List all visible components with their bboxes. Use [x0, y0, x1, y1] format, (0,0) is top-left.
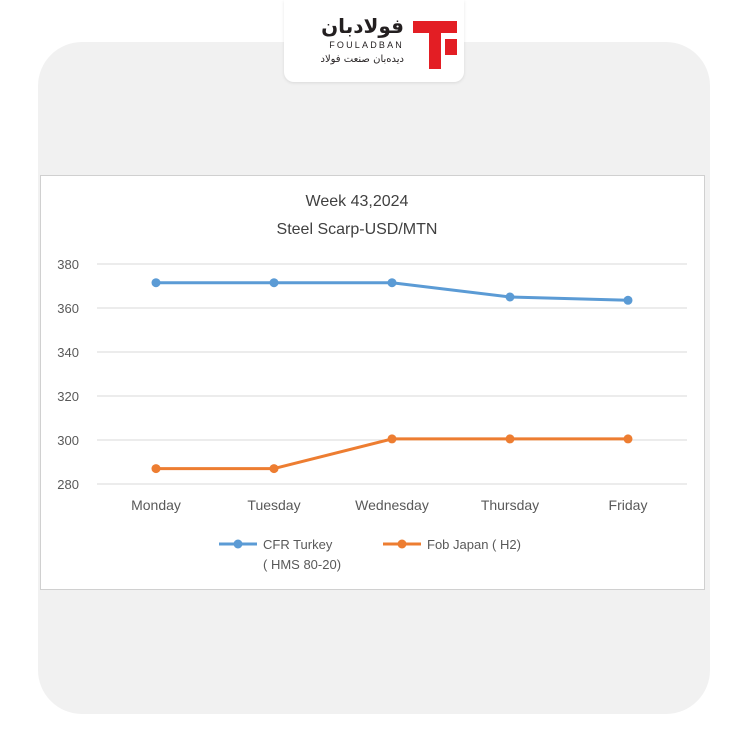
logo-name-en: FOULADBAN	[329, 40, 404, 50]
y-tick-label: 320	[57, 389, 79, 404]
y-tick-label: 380	[57, 257, 79, 272]
data-point	[151, 464, 161, 474]
logo-name-fa: فولادبان	[321, 14, 404, 38]
fouladban-logo-mark	[413, 21, 457, 69]
legend-label: CFR Turkey	[263, 537, 333, 552]
fouladban-logo[interactable]: فولادبان FOULADBAN دیده‌بان صنعت فولاد	[284, 0, 464, 82]
data-point	[505, 292, 515, 302]
legend-swatch-marker	[397, 539, 407, 549]
legend-label-line2: ( HMS 80-20)	[263, 557, 341, 572]
x-tick-label: Monday	[131, 497, 181, 513]
chart-panel: Week 43,2024 Steel Scarp-USD/MTN 280 300 3…	[40, 175, 705, 590]
logo-tagline: دیده‌بان صنعت فولاد	[320, 54, 404, 65]
data-point	[623, 295, 633, 305]
y-tick-label: 360	[57, 301, 79, 316]
y-tick-label: 300	[57, 433, 79, 448]
data-point	[505, 434, 515, 444]
x-tick-label: Thursday	[481, 497, 539, 513]
data-point	[269, 278, 279, 288]
legend-swatch-marker	[233, 539, 243, 549]
line-chart: Week 43,2024 Steel Scarp-USD/MTN 280 300 3…	[57, 193, 687, 572]
data-point	[151, 278, 161, 288]
x-tick-label: Friday	[609, 497, 648, 513]
x-tick-label: Tuesday	[247, 497, 300, 513]
y-tick-label: 280	[57, 477, 79, 492]
data-point	[387, 278, 397, 288]
chart-title: Week 43,2024	[306, 193, 409, 210]
data-point	[623, 434, 633, 444]
data-point	[269, 464, 279, 474]
chart-subtitle: Steel Scarp-USD/MTN	[277, 221, 438, 238]
x-tick-label: Wednesday	[355, 497, 429, 513]
legend-label: Fob Japan ( H2)	[427, 537, 521, 552]
data-point	[387, 434, 397, 444]
y-tick-label: 340	[57, 345, 79, 360]
